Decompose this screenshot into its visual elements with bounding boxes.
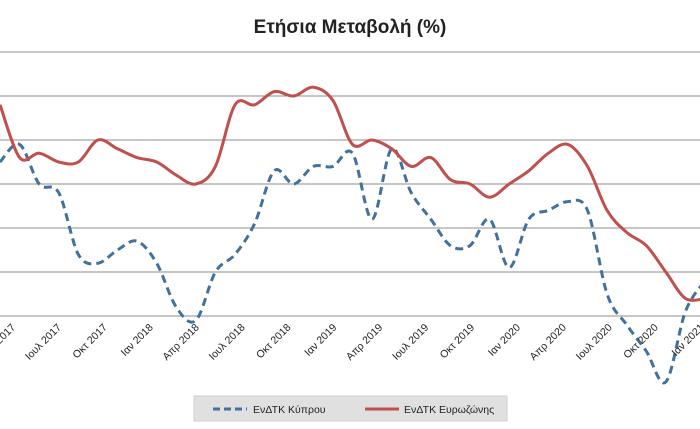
series-lines <box>0 85 700 385</box>
x-tick-label: Ιουλ 2019 <box>390 322 431 363</box>
legend: ΕνΔΤΚ Κύπρου ΕνΔΤΚ Ευρωζώνης <box>193 395 508 422</box>
x-tick-label: Ιαν 2020 <box>486 322 523 359</box>
x-tick-label: Ιαν 2019 <box>302 322 339 359</box>
x-tick-label: Οκτ 2020 <box>621 322 661 362</box>
x-tick-label: Οκτ 2017 <box>70 322 110 362</box>
x-tick-label: Ιαν 2018 <box>119 322 156 359</box>
series-line-eurozone <box>0 85 700 302</box>
x-tick-label: Απρ 2019 <box>344 322 385 363</box>
legend-label-cyprus: ΕνΔΤΚ Κύπρου <box>253 404 326 416</box>
x-tick-label: Ιουλ 2018 <box>207 322 248 363</box>
legend-label-eurozone: ΕνΔΤΚ Ευρωζώνης <box>404 404 494 416</box>
chart-title: Ετήσια Μεταβολή (%) <box>254 17 447 38</box>
x-tick-label: Ιουλ 2017 <box>23 322 64 363</box>
x-tick-label: Οκτ 2018 <box>254 322 294 362</box>
x-tick-label: Ιουλ 2020 <box>574 322 615 363</box>
x-tick-label: Απρ 2020 <box>528 322 569 363</box>
x-tick-label: Απρ 2018 <box>160 322 201 363</box>
x-tick-label: Απρ 2017 <box>0 322 18 363</box>
x-tick-label: Οκτ 2019 <box>438 322 478 362</box>
x-tick-label: Ιαν 2021 <box>669 322 700 359</box>
